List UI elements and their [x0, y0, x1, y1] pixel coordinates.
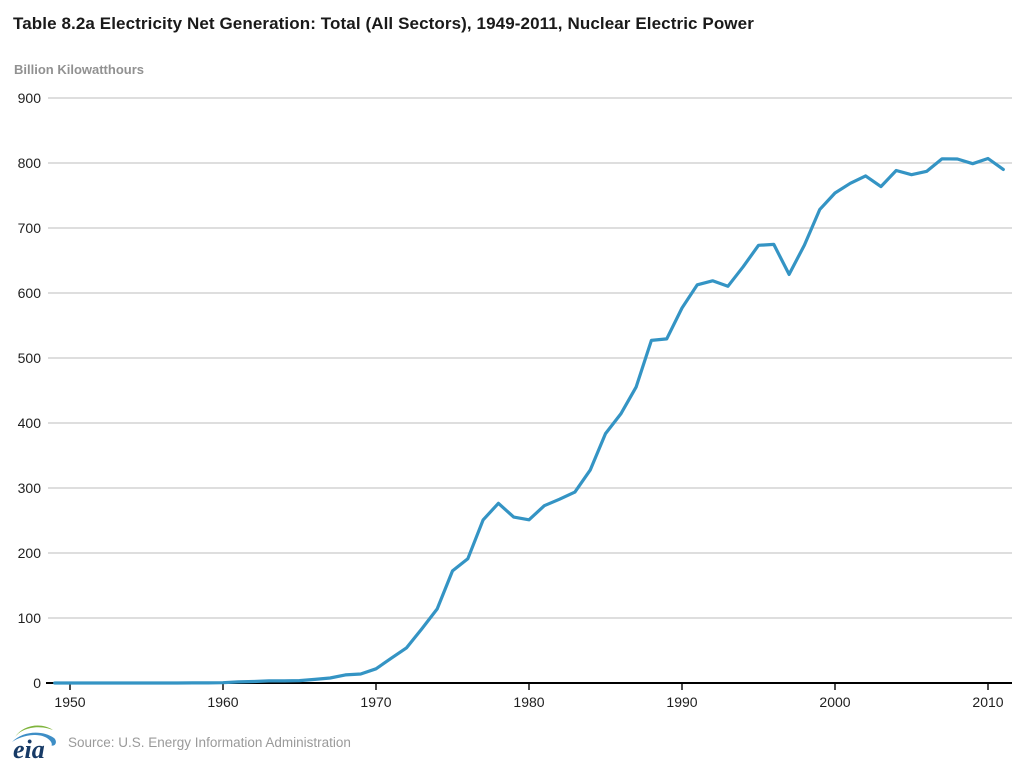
y-tick-label: 100 — [18, 610, 42, 626]
x-tick-label: 2000 — [819, 694, 850, 710]
y-tick-label: 900 — [18, 90, 42, 106]
chart-title: Table 8.2a Electricity Net Generation: T… — [13, 14, 754, 33]
line-chart: 0 100 200 300 400 500 600 700 800 900 1950 1960 1970… — [18, 90, 1012, 710]
y-tick-label: 400 — [18, 415, 42, 431]
x-tick-label: 1970 — [360, 694, 391, 710]
data-series-line — [53, 156, 1005, 685]
y-tick-label: 600 — [18, 285, 42, 301]
y-tick-label: 800 — [18, 155, 42, 171]
x-tick-label: 1960 — [207, 694, 238, 710]
eia-logo: eia — [12, 725, 56, 763]
y-axis-unit-label: Billion Kilowatthours — [14, 62, 144, 77]
y-tick-label: 200 — [18, 545, 42, 561]
source-text: Source: U.S. Energy Information Administ… — [68, 734, 351, 750]
logo-blue-swoosh-icon — [12, 732, 56, 746]
y-tick-label: 0 — [33, 675, 41, 691]
x-tick-label: 1980 — [513, 694, 544, 710]
x-tick-label: 1950 — [54, 694, 85, 710]
logo-text: eia — [13, 735, 45, 763]
footer: eia Source: U.S. Energy Information Admi… — [10, 720, 351, 764]
y-tick-label: 300 — [18, 480, 42, 496]
x-tick-label: 2010 — [972, 694, 1003, 710]
x-tick-label: 1990 — [666, 694, 697, 710]
y-tick-label: 700 — [18, 220, 42, 236]
y-tick-label: 500 — [18, 350, 42, 366]
